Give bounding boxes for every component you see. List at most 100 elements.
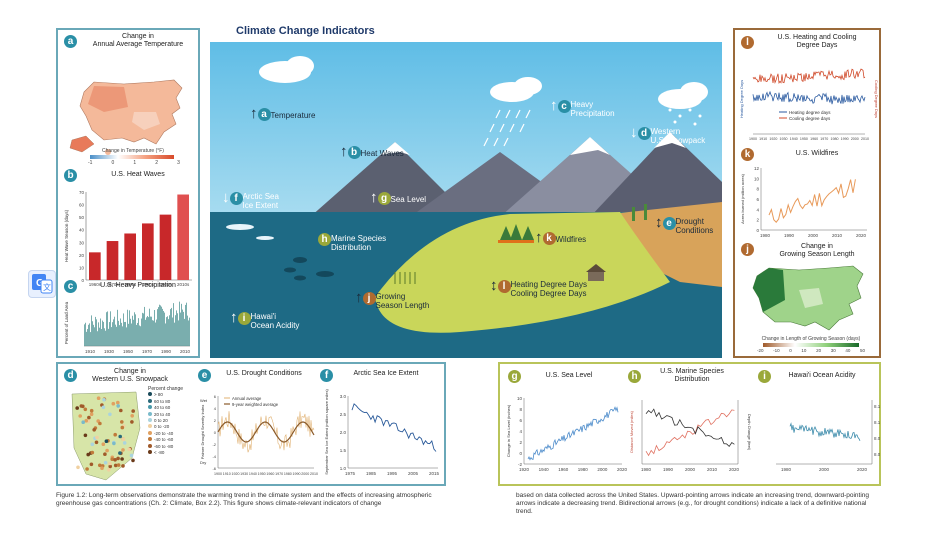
y-tick-label: 0 <box>214 430 217 435</box>
bar <box>88 324 89 346</box>
x-tick-label: 1910 <box>85 349 96 354</box>
bar <box>98 322 99 346</box>
legend-label: 0 to 20 <box>154 418 168 424</box>
rain <box>483 109 531 147</box>
x-tick-label: 1940 <box>249 472 257 476</box>
bar <box>127 309 128 346</box>
x-tick-label: 1990 <box>841 137 849 141</box>
legend-label: 40 to 60 <box>154 405 171 411</box>
legend-item: -40 to -60 <box>148 437 183 443</box>
panel-e-chart: 6 4 2 0 -2 -4 -6 Palmer Drought Severity Index W… <box>200 394 318 476</box>
x-tick-label: 1980s <box>124 282 137 287</box>
series-cooling <box>752 68 866 85</box>
label: Wildfires <box>555 235 587 244</box>
y-tick-label: 40 <box>79 228 85 233</box>
caption-right: based on data collected across the Unite… <box>516 492 870 515</box>
legend-label: 0 to -20 <box>154 424 170 430</box>
series-ice <box>351 403 437 452</box>
bar <box>141 318 142 346</box>
snowpack-site <box>102 398 106 402</box>
bar <box>97 331 98 346</box>
bar <box>125 321 126 346</box>
bar <box>85 322 86 346</box>
bar <box>138 318 139 346</box>
x-tick-label: 2005 <box>408 471 419 476</box>
tick: 1 <box>133 160 137 166</box>
tick: -10 <box>773 348 780 353</box>
tick: 0 <box>789 348 792 353</box>
bar <box>177 313 178 346</box>
y-tick-label: 1.5 <box>340 448 347 453</box>
snowpack-site <box>83 407 88 412</box>
tick: -20 <box>757 348 764 353</box>
x-tick-label: 1980 <box>641 467 652 472</box>
panel-k-title: U.S. Wildfires <box>795 150 839 157</box>
bar <box>153 320 154 346</box>
y-tick-label: 8 <box>519 407 522 412</box>
snowpack-site <box>103 452 107 456</box>
tick: 0 <box>111 160 115 166</box>
panel-e-title: U.S. Drought Conditions <box>226 370 302 377</box>
y-axis-label-left: Heating Degree Days <box>739 80 744 118</box>
snowpack-site <box>130 420 134 424</box>
legend-item: -60 to -80 <box>148 443 183 450</box>
x-tick-label: 1920 <box>519 467 530 472</box>
bar <box>105 330 106 346</box>
y-axis-label: Palmer Drought Severity Index <box>200 405 205 459</box>
x-tick-label: 2010 <box>707 467 718 472</box>
bar <box>175 315 176 346</box>
bar <box>109 322 110 346</box>
x-tick-label: 2000s <box>159 282 172 287</box>
y-tick-label: 2 <box>214 418 217 423</box>
bar <box>152 320 153 346</box>
bar <box>159 214 172 280</box>
bar <box>168 319 169 346</box>
tick: 40 <box>845 348 851 353</box>
panel-c-chart: Percent of Land Area 1910 1930 1950 1970 1990… <box>64 301 191 354</box>
bar <box>177 194 189 280</box>
bar <box>142 223 154 280</box>
bar <box>94 327 95 346</box>
bar <box>178 320 179 346</box>
bar <box>186 302 187 346</box>
tick: 20 <box>816 348 822 353</box>
panel-b-title: U.S. Heat Waves <box>111 171 165 178</box>
svg-text:G: G <box>36 278 44 289</box>
legend-label: -40 to -60 <box>154 437 174 443</box>
bar <box>117 309 118 346</box>
region-mid <box>799 288 823 308</box>
legend-swatch <box>148 392 152 397</box>
translate-icon[interactable]: G 文 <box>28 270 56 298</box>
snowpack-site <box>86 452 90 457</box>
bar <box>107 311 108 346</box>
series-acidity <box>789 422 861 441</box>
x-tick-label: 1980 <box>284 472 292 476</box>
x-tick-label: 1920 <box>769 137 777 141</box>
x-tick-label: 2000 <box>808 233 819 238</box>
snowpack-site <box>130 414 134 418</box>
tick: 30 <box>830 348 836 353</box>
bar <box>187 315 188 346</box>
y-tick-label: -2 <box>518 462 522 467</box>
bar <box>157 309 158 346</box>
snowpack-site <box>118 451 122 455</box>
panel-g-chart: 10 8 6 4 2 0 -2 Change in Sea Level (inches) 192… <box>506 396 628 472</box>
snowpack-site <box>104 439 109 443</box>
y-tick-label: 0 <box>756 228 759 233</box>
bar <box>108 328 109 346</box>
y-tick-label: 0 <box>81 278 84 283</box>
x-tick-label: 1950 <box>123 349 134 354</box>
bar <box>144 306 145 346</box>
x-tick-label: 1970 <box>275 472 283 476</box>
x-tick-label: 2000 <box>301 472 309 476</box>
panel-l-letter: l <box>741 36 754 49</box>
panel-a-title: Change in Annual Average Temperature <box>92 33 184 48</box>
bar <box>156 319 157 346</box>
panel-d-map <box>71 391 141 481</box>
y-axis-label: Acres burned (million acres) <box>740 173 745 223</box>
svg-text:文: 文 <box>43 282 51 292</box>
bar <box>161 306 162 346</box>
x-tick-label: 1980 <box>578 467 589 472</box>
scene-arctic: ↓ f Arctic Sea Ice Extent <box>222 189 279 210</box>
bar <box>174 322 175 346</box>
